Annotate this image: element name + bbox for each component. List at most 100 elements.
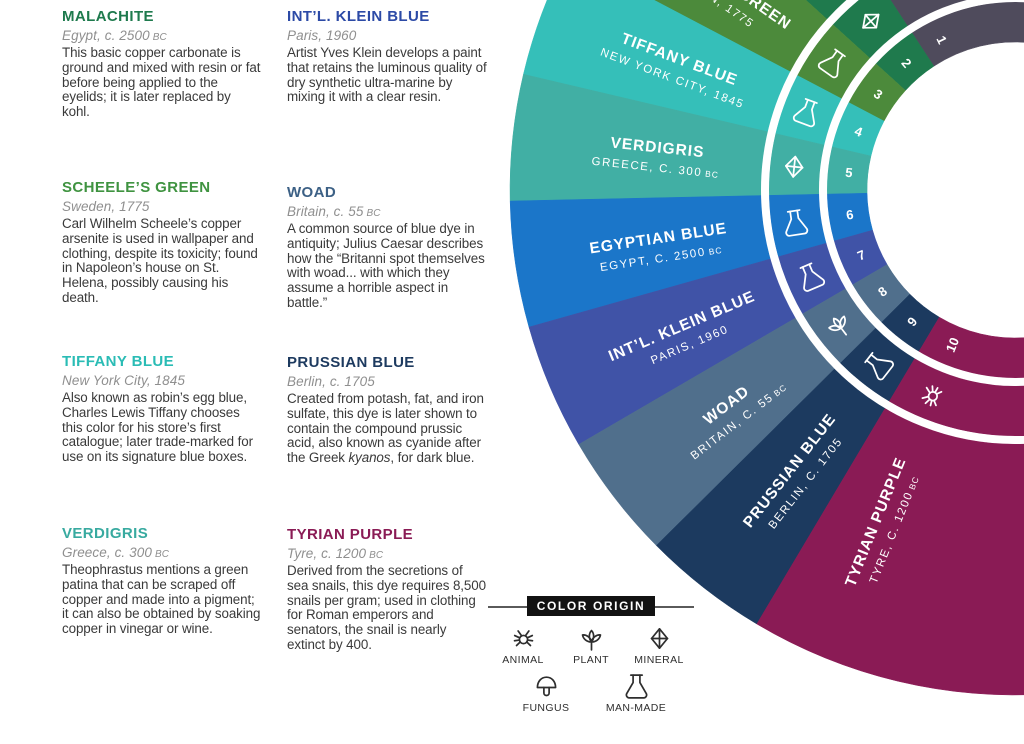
pigment-name: TYRIAN PURPLE (287, 526, 414, 543)
legend-row-1: ANIMAL PLANT MINERAL (490, 626, 692, 666)
wheel-segment-4-number-ring (831, 102, 885, 157)
pigment-description: A common source of blue dye in antiquity… (287, 221, 485, 310)
mineral-icon (862, 13, 880, 29)
pigment-entry: TYRIAN PURPLE Tyre, c. 1200 BC Derived from… (287, 526, 487, 653)
fungus-icon (536, 676, 556, 697)
origin-place-date: New York City, 1845 (62, 373, 185, 388)
origin-place-date: Berlin, c. 1705 (287, 374, 375, 389)
pigment-description: This basic copper carbonate is ground an… (62, 45, 261, 120)
segment-number: 5 (845, 165, 854, 181)
pigment-origin: Paris, 1960 (287, 28, 487, 43)
origin-era: BC (369, 550, 384, 561)
pigment-origin: Sweden, 1775 (62, 199, 262, 214)
legend-item-fungus: FUNGUS (513, 674, 579, 714)
pigment-name: INT’L. KLEIN BLUE (287, 8, 430, 25)
legend-item-label: ANIMAL (502, 654, 544, 666)
pigment-origin: Greece, c. 300 BC (62, 545, 262, 560)
pigment-origin: Britain, c. 55 BC (287, 204, 487, 219)
man-made-icon (785, 209, 809, 237)
pigment-description: Carl Wilhelm Scheele’s copper arsenite i… (62, 216, 258, 305)
pigment-description: Also known as robin’s egg blue, Charles … (62, 390, 253, 465)
legend-item-man-made: MAN-MADE (603, 674, 669, 714)
legend-item-label: PLANT (573, 654, 609, 666)
segment-label-era: BC (705, 169, 720, 180)
wheel-segment-9-number-ring (881, 293, 940, 352)
animal-icon (921, 385, 943, 407)
wheel-segment-8-band (578, 317, 835, 546)
pigment-entry: PRUSSIAN BLUE Berlin, c. 1705 Created from… (287, 354, 487, 466)
origin-era: BC (366, 208, 381, 219)
origin-era: BC (154, 549, 170, 560)
pigment-name: SCHEELE’S GREEN (62, 179, 211, 196)
legend-item-label: FUNGUS (522, 702, 570, 714)
wheel-segment-5-number-ring (826, 146, 872, 195)
wheel-segment-4-band (523, 0, 791, 133)
pigment-name: PRUSSIAN BLUE (287, 354, 415, 371)
pigment-entry: WOAD Britain, c. 55 BC A common source of b… (287, 184, 487, 311)
wheel-segment-2-band (805, 0, 847, 20)
wheel-segment-5-icon-ring (768, 133, 825, 196)
wheel-segment-10-number-ring (918, 316, 1024, 379)
origin-place-date: Britain, c. 55 (287, 204, 364, 219)
man-made-icon (625, 674, 647, 699)
wheel-segment-2-number-ring (875, 32, 935, 91)
segment-label-era: BC (708, 245, 723, 257)
pigment-description: Derived from the secretions of sea snail… (287, 563, 486, 652)
segment-number: 6 (845, 207, 854, 223)
pigment-description: Artist Yves Klein develops a paint that … (287, 45, 487, 105)
origin-place-date: Sweden, 1775 (62, 199, 150, 214)
wheel-segment-3-number-ring (848, 63, 906, 122)
wheel-segment-6-number-ring (826, 192, 873, 242)
animal-icon (513, 630, 533, 647)
segment-number: 10 (943, 335, 962, 354)
segment-label-era: BC (907, 475, 921, 492)
man-made-icon (817, 48, 846, 79)
legend-header: COLOR ORIGIN (488, 596, 694, 618)
origin-era: BC (152, 32, 167, 43)
pigment-name: TIFFANY BLUE (62, 353, 175, 370)
legend-row-2: FUNGUS MAN-MADE (490, 674, 692, 714)
wheel-segment-8-number-ring (852, 264, 911, 323)
pigment-entry: VERDIGRIS Greece, c. 300 BC Theophrastus me… (62, 525, 262, 637)
man-made-icon (799, 262, 826, 292)
pigment-entry: INT’L. KLEIN BLUE Paris, 1960 Artist Yves … (287, 8, 487, 105)
mineral-icon (784, 155, 804, 178)
wheel-segment-1-number-ring (911, 1, 1024, 67)
pigment-entry: MALACHITE Egypt, c. 2500 BC This basic copp… (62, 8, 262, 120)
pigment-origin: Berlin, c. 1705 (287, 374, 487, 389)
pigment-name: VERDIGRIS (62, 525, 149, 542)
wheel-segment-9-band (656, 368, 886, 625)
pigment-description: Created from potash, fat, and iron sulfa… (287, 391, 484, 466)
origin-place-date: Egypt, c. 2500 (62, 28, 150, 43)
pigment-name: MALACHITE (62, 8, 154, 25)
legend-item-label: MAN-MADE (605, 702, 667, 714)
inner-separator-arc (819, 0, 1024, 386)
pigment-entry: TIFFANY BLUE New York City, 1845 Also know… (62, 353, 262, 465)
plant-icon (828, 315, 848, 336)
color-origin-legend: COLOR ORIGIN ANIMAL PLANT MINERAL FUNGUS MA… (488, 596, 694, 722)
pigment-name: WOAD (287, 184, 337, 201)
wheel-segment-7-number-ring (833, 229, 888, 286)
pigment-entry: SCHEELE’S GREEN Sweden, 1775 Carl Wilhelm … (62, 179, 262, 306)
man-made-icon (792, 98, 818, 128)
legend-title: COLOR ORIGIN (526, 596, 656, 616)
legend-item-mineral: MINERAL (626, 626, 692, 666)
pigment-origin: Egypt, c. 2500 BC (62, 28, 262, 43)
pigment-origin: New York City, 1845 (62, 373, 262, 388)
legend-item-plant: PLANT (558, 626, 624, 666)
wheel-segment-5-band (509, 73, 769, 202)
origin-place-date: Paris, 1960 (287, 28, 357, 43)
man-made-icon (864, 351, 894, 381)
legend-item-label: MINERAL (634, 654, 684, 666)
origin-place-date: Greece, c. 300 (62, 545, 152, 560)
legend-item-animal: ANIMAL (490, 626, 556, 666)
wheel-segment-3-band (653, 0, 828, 73)
plant-icon (581, 629, 601, 651)
pigment-description: Theophrastus mentions a green patina tha… (62, 562, 261, 637)
origin-place-date: Tyre, c. 1200 (287, 546, 367, 561)
pigment-origin: Tyre, c. 1200 BC (287, 546, 487, 561)
outer-separator-arc (761, 0, 1024, 444)
mineral-icon (650, 627, 668, 650)
